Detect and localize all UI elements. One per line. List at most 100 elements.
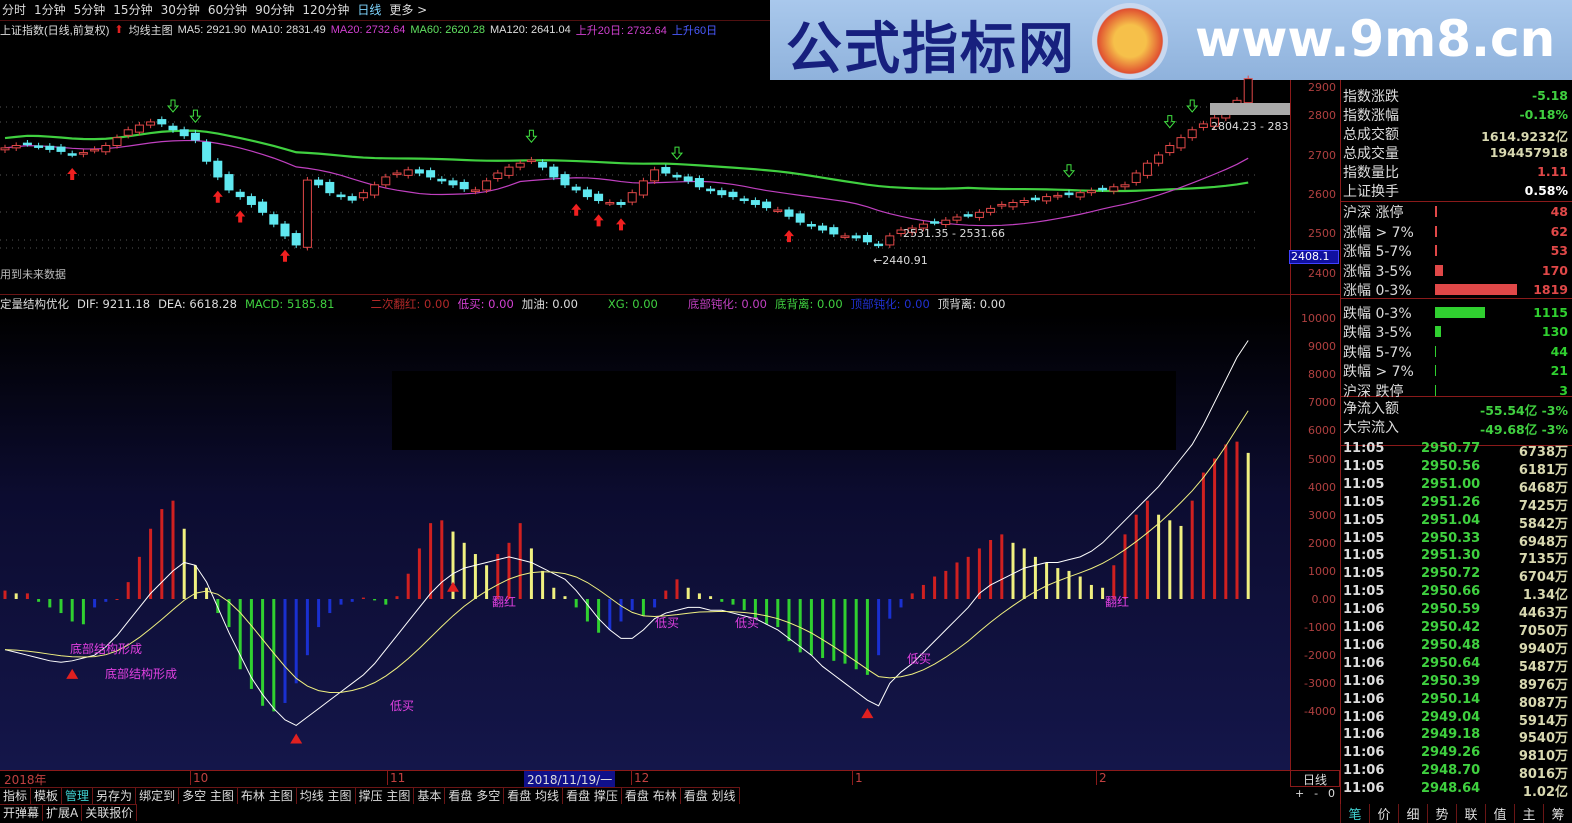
period-tab[interactable]: 30分钟 bbox=[160, 3, 200, 17]
histogram-bar bbox=[809, 599, 813, 656]
panel-tab[interactable]: 值 bbox=[1485, 804, 1514, 823]
toolbar-button[interactable]: 看盘 多空 bbox=[445, 788, 505, 804]
candle bbox=[840, 232, 850, 240]
panel-tab[interactable]: 主 bbox=[1514, 804, 1543, 823]
stat-row: 指数涨跌 -5.18 bbox=[1343, 86, 1568, 105]
stat-label: 总成交额 bbox=[1343, 127, 1399, 143]
candle bbox=[459, 179, 469, 192]
toolbar-button[interactable]: 开弹幕 bbox=[0, 805, 44, 821]
price-tick: 2600 bbox=[1308, 187, 1336, 201]
toolbar-button[interactable]: 撑压 主图 bbox=[356, 788, 415, 804]
toolbar-button[interactable]: 基本 bbox=[414, 788, 446, 804]
ma5: MA5: 2921.90 bbox=[177, 23, 247, 36]
watermark-url: www.9m8.cn bbox=[1195, 10, 1556, 68]
period-tab[interactable]: 1分钟 bbox=[34, 3, 66, 17]
toolbar-button[interactable]: 另存为 bbox=[93, 788, 137, 804]
candle bbox=[1243, 75, 1253, 106]
period-tab[interactable]: 5分钟 bbox=[73, 3, 106, 17]
tick-row: 11:05 2950.56 6181万 bbox=[1343, 459, 1568, 478]
ma20: MA20: 2732.64 bbox=[330, 23, 406, 36]
macd-value: MACD: 5185.81 bbox=[244, 297, 335, 311]
candle-body bbox=[1243, 78, 1253, 104]
period-tab[interactable]: 日线 bbox=[357, 3, 382, 17]
annotation-low: ←2440.91 bbox=[873, 254, 928, 267]
histogram-bar bbox=[171, 500, 175, 599]
indicator-tick: -4000 bbox=[1304, 705, 1336, 719]
toolbar-button[interactable]: 绑定到 bbox=[136, 788, 180, 804]
histogram-bar bbox=[630, 599, 634, 611]
tick-price: 2950.42 bbox=[1421, 620, 1481, 635]
candle-body bbox=[1042, 196, 1052, 202]
candle bbox=[1008, 199, 1018, 210]
panel-tab[interactable]: 联 bbox=[1456, 804, 1485, 823]
zoom-out-button[interactable]: - bbox=[1314, 787, 1319, 800]
candle bbox=[1053, 192, 1063, 200]
period-tab[interactable]: 更多 > bbox=[389, 3, 428, 17]
toolbar-button[interactable]: 关联报价 bbox=[82, 805, 138, 821]
toolbar-button[interactable]: 扩展A bbox=[43, 805, 83, 821]
period-tab[interactable]: 120分钟 bbox=[302, 3, 350, 17]
histogram-bar bbox=[720, 599, 724, 602]
panel-tab[interactable]: 筹 bbox=[1543, 804, 1572, 823]
panel-tab[interactable]: 笔 bbox=[1340, 804, 1369, 823]
histogram-bar bbox=[597, 599, 601, 633]
candle-body bbox=[179, 129, 189, 137]
candle-body bbox=[269, 214, 279, 225]
toolbar-button[interactable]: 看盘 撑压 bbox=[563, 788, 622, 804]
period-tab[interactable]: 15分钟 bbox=[113, 3, 153, 17]
period-tab[interactable]: 分时 bbox=[2, 3, 27, 17]
panel-tab[interactable]: 细 bbox=[1398, 804, 1427, 823]
period-label[interactable]: 日线 bbox=[1290, 770, 1340, 787]
toolbar-button[interactable]: 管理 bbox=[62, 788, 94, 804]
candle-body bbox=[213, 160, 223, 178]
zoom-in-button[interactable]: + bbox=[1294, 787, 1305, 800]
tick-volume: 8016万 bbox=[1518, 767, 1568, 783]
ma60: MA60: 2620.28 bbox=[410, 23, 485, 36]
toolbar-button[interactable]: 看盘 均线 bbox=[504, 788, 564, 804]
candlestick-chart[interactable] bbox=[0, 40, 1290, 292]
histogram-bar bbox=[899, 599, 903, 608]
zoom-reset-button[interactable]: 0 bbox=[1328, 787, 1335, 800]
toolbar-button[interactable]: 模板 bbox=[31, 788, 63, 804]
candle bbox=[1165, 142, 1175, 156]
candle bbox=[997, 201, 1007, 210]
toolbar-button[interactable]: 指标 bbox=[0, 788, 32, 804]
candle-body bbox=[941, 219, 951, 226]
toolbar-button[interactable]: 看盘 划线 bbox=[681, 788, 740, 804]
candle bbox=[291, 230, 301, 249]
stat-label: 指数涨幅 bbox=[1343, 108, 1399, 124]
toolbar-button[interactable]: 多空 主图 bbox=[179, 788, 238, 804]
toolbar-button[interactable]: 均线 主图 bbox=[297, 788, 356, 804]
period-tab[interactable]: 60分钟 bbox=[207, 3, 248, 17]
tick-time: 11:06 bbox=[1343, 709, 1385, 725]
toolbar-button[interactable]: 布林 主图 bbox=[238, 788, 297, 804]
buy-arrow-icon bbox=[280, 249, 290, 262]
histogram-bar bbox=[742, 599, 746, 611]
price-tick: 2900 bbox=[1308, 81, 1336, 94]
tick-volume: 6468万 bbox=[1518, 480, 1568, 496]
tick-volume: 9540万 bbox=[1518, 731, 1568, 747]
toolbar-button[interactable]: 看盘 布林 bbox=[622, 788, 681, 804]
template-name[interactable]: 均线主图 bbox=[128, 24, 173, 37]
candle bbox=[325, 179, 335, 196]
annotation-buy: 低买 bbox=[390, 699, 415, 713]
period-tab[interactable]: 90分钟 bbox=[255, 3, 295, 17]
sell-arrow-icon bbox=[1163, 115, 1176, 129]
date-axis[interactable]: 2018年 10 11 2018/11/19/一 12 1 2 bbox=[0, 770, 1290, 788]
indicator-tick: -3000 bbox=[1304, 677, 1336, 691]
indicator-name[interactable]: 定量结构优化 bbox=[0, 297, 69, 311]
tick-price: 2951.04 bbox=[1421, 512, 1481, 528]
limit-row: 沪深 跌停 3 bbox=[1343, 381, 1568, 400]
zoom-controls: + - 0 bbox=[1290, 787, 1340, 804]
panel-tab[interactable]: 势 bbox=[1427, 804, 1456, 823]
candle-body bbox=[683, 176, 693, 182]
candle-body bbox=[795, 213, 805, 223]
histogram-bar bbox=[921, 584, 925, 599]
panel-tab[interactable]: 价 bbox=[1369, 804, 1398, 823]
price-tick: 2400 bbox=[1308, 266, 1336, 280]
divider bbox=[1341, 445, 1572, 446]
histogram-bar bbox=[933, 576, 937, 599]
candle bbox=[1030, 195, 1040, 202]
limit-label: 沪深 跌停 bbox=[1343, 383, 1404, 400]
sell-arrow-icon bbox=[166, 99, 180, 113]
